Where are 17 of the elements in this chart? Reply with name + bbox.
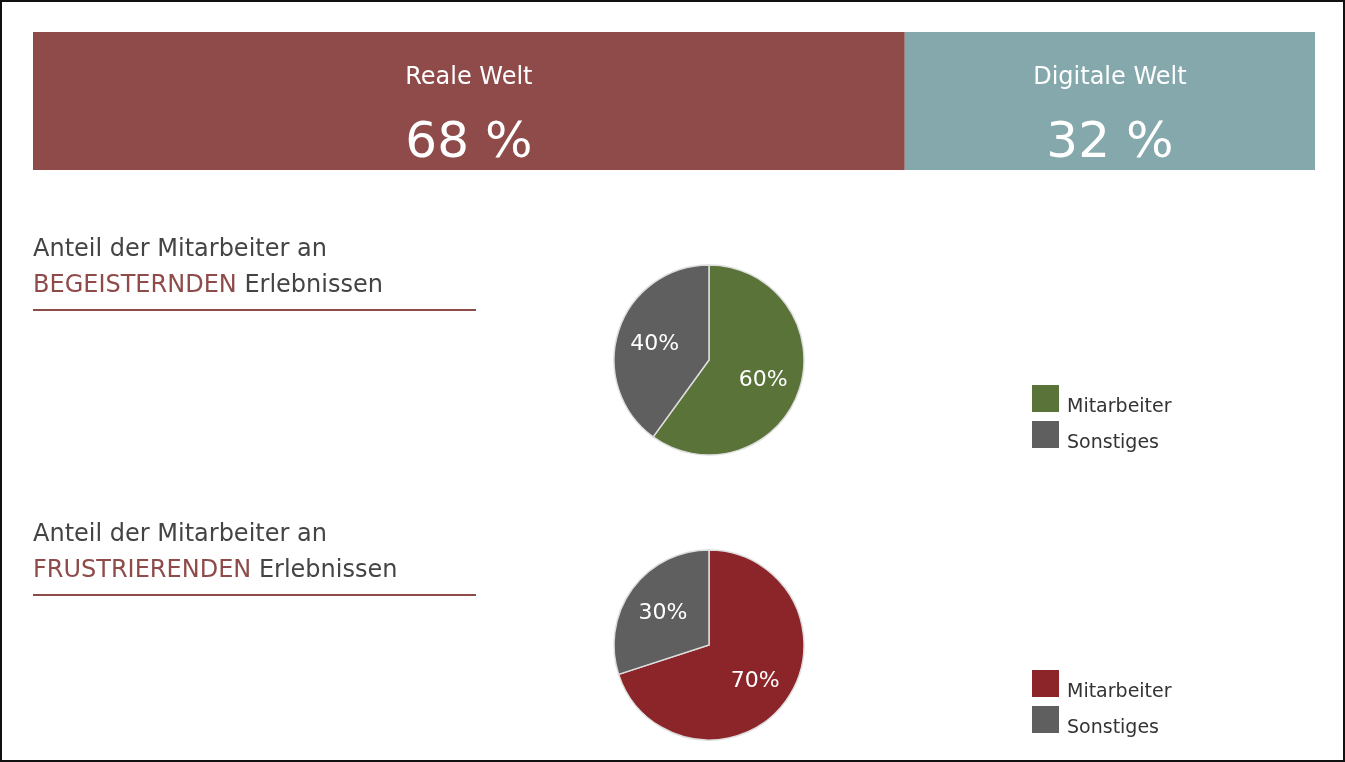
text: Anteil der Mitarbeiter an [33, 519, 327, 547]
data-label: 70% [730, 666, 780, 692]
legend-label: Sonstiges [1067, 715, 1160, 737]
data-label: 32 % [1046, 111, 1174, 169]
data-label: 68 % [405, 111, 533, 169]
text: FRUSTRIERENDEN Erlebnissen [33, 555, 398, 583]
legend-label: Sonstiges [1067, 430, 1160, 452]
text: Anteil der Mitarbeiter an [33, 234, 327, 262]
data-label: 30% [638, 599, 688, 625]
pie-slice [617, 549, 805, 741]
data-label: 60% [738, 365, 788, 391]
legend-label: Mitarbeiter [1067, 679, 1172, 701]
series-label: Reale Welt [405, 62, 533, 90]
legend-label: Mitarbeiter [1067, 394, 1172, 416]
data-label: 40% [630, 330, 680, 356]
text: BEGEISTERNDEN Erlebnissen [33, 270, 383, 298]
series-label: Digitale Welt [1033, 62, 1187, 90]
